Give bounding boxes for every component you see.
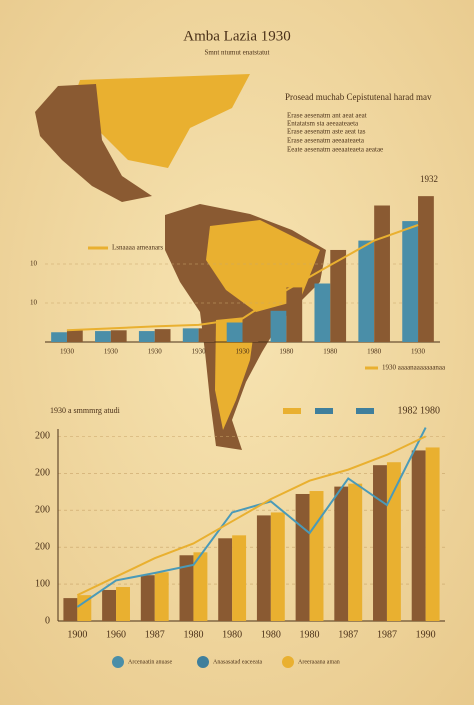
bar <box>270 512 285 621</box>
note: Erase aesenatm aeeaateaeta <box>287 137 365 145</box>
bar <box>102 589 117 621</box>
bar <box>154 572 169 621</box>
bar <box>110 330 127 342</box>
legend-label: Anasasatad eaceeata <box>213 659 262 665</box>
bar <box>348 483 363 621</box>
bar <box>411 450 426 621</box>
bar <box>286 287 303 342</box>
bar <box>295 493 310 621</box>
x-tick-label: 1930 <box>148 348 163 356</box>
x-tick-label: 1930 <box>104 348 119 356</box>
bar <box>77 595 92 621</box>
map-north <box>70 74 250 168</box>
bar <box>425 447 440 621</box>
x-tick-label: 1980 <box>323 348 338 356</box>
note: Eeate aesenatm aeeaateaeta aeatae <box>287 146 383 154</box>
bar <box>198 328 215 342</box>
map-west <box>35 84 152 202</box>
bar <box>242 311 259 342</box>
bar <box>256 515 271 621</box>
subtitle: Smnt ntumut enatstatut <box>205 49 270 57</box>
x-tick-label: 1980 <box>279 348 294 356</box>
bar <box>270 310 287 342</box>
bar <box>193 552 208 621</box>
x-tick-label: 1990 <box>416 629 436 640</box>
legend-swatch <box>112 656 124 668</box>
key <box>283 408 301 414</box>
bar <box>386 462 401 621</box>
bar <box>63 598 78 621</box>
annotation: 1932 <box>420 174 438 184</box>
chart-title: 1930 a smmmrg atudi <box>50 406 121 415</box>
bar <box>51 332 67 342</box>
bar <box>358 240 375 342</box>
y-tick-label: 0 <box>45 615 50 626</box>
bar <box>226 322 243 342</box>
bar <box>309 491 324 621</box>
note: Entatatsm sta aeeaateaeta <box>287 120 359 128</box>
title: Amba Lazia 1930 <box>183 28 290 44</box>
bar <box>154 329 171 342</box>
bar <box>418 196 434 342</box>
legend-label: Arcenaatin anuase <box>128 659 172 665</box>
x-tick-label: 1987 <box>377 629 397 640</box>
bar <box>140 575 155 621</box>
bar <box>95 331 111 342</box>
note: Erase aesenatm aste aeat tas <box>287 128 366 136</box>
key <box>356 408 374 414</box>
bar <box>218 538 233 621</box>
key <box>315 408 333 414</box>
y-tick-label: 200 <box>35 541 50 552</box>
legend-label: Areeraaana aman <box>298 659 340 665</box>
note: Erase aesenatm ant aeat aeat <box>287 112 367 120</box>
x-tick-label: 1930 <box>192 348 207 356</box>
x-tick-label: 1960 <box>106 629 126 640</box>
line <box>66 224 419 332</box>
annotation: 1930 aaaanaaaaaaanaa <box>382 364 446 372</box>
map-region <box>215 316 256 430</box>
y-tick-label: 10 <box>30 299 38 307</box>
x-tick-label: 1930 <box>411 348 426 356</box>
map-label: Lsnaaaa ameanars <box>112 244 163 252</box>
x-tick-label: 1930 <box>236 348 251 356</box>
notes-heading: Prosead muchab Cepistutenal harad mav <box>285 92 432 102</box>
x-tick-label: 1980 <box>222 629 242 640</box>
x-tick-label: 1980 <box>261 629 281 640</box>
bar <box>402 221 419 342</box>
bar <box>374 205 390 342</box>
y-tick-label: 200 <box>35 468 50 479</box>
y-tick-label: 200 <box>35 505 50 516</box>
bar <box>116 587 130 621</box>
annotation: 1982 1980 <box>398 405 441 416</box>
bar <box>334 486 349 621</box>
bar <box>66 330 83 342</box>
bar <box>330 249 347 342</box>
line <box>76 435 427 597</box>
legend-swatch <box>197 656 209 668</box>
bar <box>314 283 331 342</box>
x-tick-label: 1987 <box>338 629 358 640</box>
line <box>76 427 427 608</box>
bar <box>232 535 247 621</box>
y-tick-label: 10 <box>30 260 38 268</box>
x-tick-label: 1980 <box>183 629 203 640</box>
x-tick-label: 1987 <box>145 629 165 640</box>
bar <box>373 465 387 621</box>
bar <box>179 555 194 621</box>
x-tick-label: 1980 <box>367 348 382 356</box>
x-tick-label: 1930 <box>60 348 75 356</box>
x-tick-label: 1980 <box>300 629 320 640</box>
y-tick-label: 100 <box>35 578 50 589</box>
x-tick-label: 1900 <box>67 629 87 640</box>
bar <box>182 328 199 342</box>
legend-swatch <box>282 656 294 668</box>
bar <box>138 331 155 342</box>
y-tick-label: 200 <box>35 431 50 442</box>
